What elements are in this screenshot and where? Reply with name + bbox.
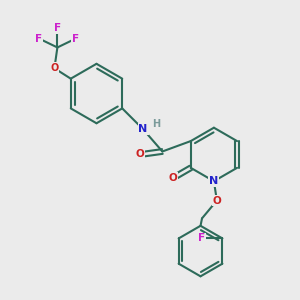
- Text: O: O: [135, 149, 144, 160]
- Text: O: O: [212, 196, 221, 206]
- Text: F: F: [198, 233, 205, 243]
- Text: F: F: [35, 34, 43, 44]
- Text: F: F: [54, 23, 61, 33]
- Text: N: N: [138, 124, 148, 134]
- Text: H: H: [152, 119, 160, 129]
- Text: O: O: [50, 63, 59, 73]
- Text: O: O: [168, 173, 177, 183]
- Text: F: F: [72, 34, 80, 44]
- Text: N: N: [209, 176, 218, 186]
